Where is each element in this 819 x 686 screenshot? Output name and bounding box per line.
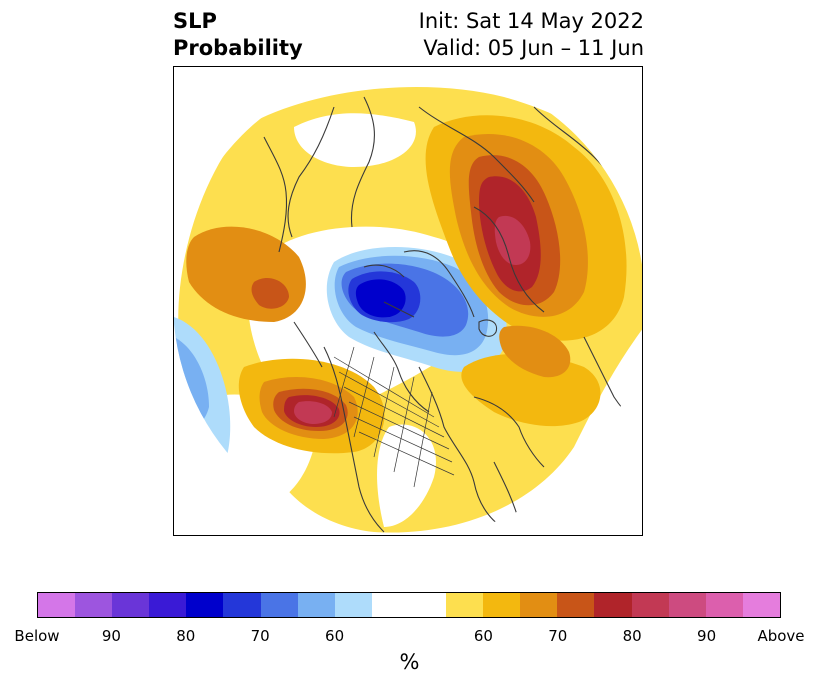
colorbar-segment — [705, 593, 743, 617]
title-left: SLP Probability — [173, 8, 303, 62]
title-variable: SLP — [173, 9, 217, 33]
colorbar-segment — [75, 593, 113, 617]
colorbar-segment — [149, 593, 187, 617]
neutral-region — [294, 113, 416, 167]
colorbar-tick-label: 80 — [622, 627, 642, 645]
colorbar-segment — [483, 593, 521, 617]
colorbar-tick-label: Below — [14, 627, 60, 645]
colorbar-tick-label: 90 — [697, 627, 717, 645]
colorbar-segment — [408, 593, 447, 617]
colorbar-segment — [334, 593, 372, 617]
colorbar-segment — [557, 593, 595, 617]
above-65-region — [461, 353, 601, 427]
colorbar-segment — [446, 593, 484, 617]
colorbar-segment — [631, 593, 669, 617]
title-init-date: Init: Sat 14 May 2022 — [418, 9, 644, 33]
colorbar-segment — [371, 593, 409, 617]
above-85-region — [294, 401, 332, 424]
colorbar-tick-label: 60 — [325, 627, 345, 645]
colorbar-segment — [223, 593, 261, 617]
colorbar-segment — [186, 593, 224, 617]
colorbar-segment — [112, 593, 150, 617]
colorbar-unit-label: % — [399, 650, 420, 674]
colorbar-tick-label: 70 — [548, 627, 568, 645]
colorbar-tick-label: 80 — [176, 627, 196, 645]
colorbar-segment — [297, 593, 335, 617]
colorbar-tick-label: 90 — [101, 627, 121, 645]
state-borders — [333, 346, 455, 488]
colorbar — [37, 592, 781, 618]
probability-map-svg — [174, 67, 642, 535]
colorbar-segment — [260, 593, 298, 617]
above-85-region — [494, 215, 531, 265]
colorbar-segment — [742, 593, 780, 617]
colorbar-segment — [594, 593, 632, 617]
below-75-region — [355, 279, 406, 318]
above-75-region — [251, 277, 289, 309]
title-right: Init: Sat 14 May 2022 Valid: 05 Jun – 11… — [419, 8, 644, 62]
above-70-region — [499, 325, 571, 378]
polar-map — [173, 66, 643, 536]
colorbar-segment — [668, 593, 706, 617]
colorbar-ticks: Below 90 80 70 60 60 70 80 90 Above — [14, 627, 804, 647]
colorbar-tick-label: 70 — [250, 627, 270, 645]
title-valid-range: Valid: 05 Jun – 11 Jun — [423, 36, 644, 60]
colorbar-segment — [520, 593, 558, 617]
colorbar-tick-label: Above — [757, 627, 805, 645]
colorbar-tick-label: 60 — [473, 627, 493, 645]
colorbar-segment — [38, 593, 76, 617]
title-product: Probability — [173, 36, 303, 60]
